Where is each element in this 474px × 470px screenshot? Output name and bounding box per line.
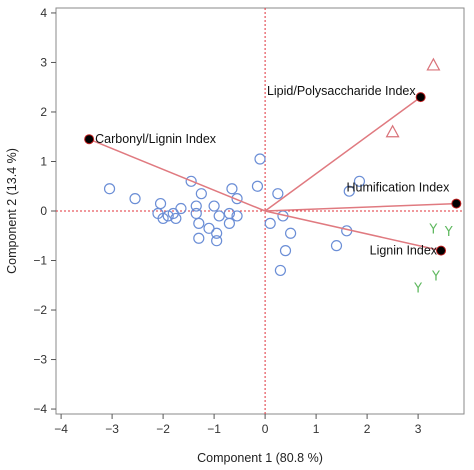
loading-vector-label: Lipid/Polysaccharide Index (267, 84, 416, 98)
loading-vector-line (264, 96, 422, 212)
score-point-circle (193, 232, 205, 244)
score-point-triangle (426, 57, 441, 71)
x-tick-label: 0 (262, 422, 269, 436)
x-tick-label: 2 (364, 422, 371, 436)
score-point-y: Y (428, 222, 437, 237)
score-point-circle (251, 180, 264, 192)
y-tick-label: 3 (40, 55, 47, 69)
score-point-circle (195, 188, 207, 200)
x-tick-label: 3 (415, 422, 422, 436)
score-point-circle (231, 193, 243, 205)
score-point-circle (129, 193, 141, 205)
score-point-circle (157, 212, 169, 225)
score-point-circle (343, 185, 355, 197)
score-point-circle (272, 188, 284, 200)
score-point-triangle (385, 124, 400, 138)
loading-vector-label: Carbonyl/Lignin Index (95, 132, 217, 146)
score-point-circle (193, 217, 205, 229)
score-point-circle (175, 202, 187, 215)
score-point-circle (264, 217, 276, 229)
score-point-circle (208, 200, 220, 212)
x-tick-label: −4 (54, 422, 68, 436)
score-point-circle (203, 222, 215, 234)
score-point-circle (353, 175, 366, 187)
x-tick-label: −1 (207, 422, 221, 436)
loading-vector-point (436, 245, 447, 256)
y-tick-label: 2 (40, 105, 47, 119)
score-point-circle (185, 175, 197, 187)
loading-vector-point (451, 198, 462, 209)
x-tick-label: −3 (105, 422, 119, 436)
score-point-circle (279, 245, 292, 257)
score-point-circle (254, 153, 266, 165)
y-tick-label: 4 (40, 6, 47, 20)
y-tick-label: 0 (40, 204, 47, 218)
score-point-circle (103, 183, 116, 195)
loading-vector-point (84, 134, 95, 145)
score-point-circle (213, 210, 225, 222)
loading-vector-label: Humification Index (347, 181, 451, 195)
axes-layer: −4 −3 −2 −1 0 1 2 3 −4 −3 −2 −1 0 1 2 3 4 (33, 6, 465, 436)
score-point-circle (190, 200, 202, 212)
score-point-circle (231, 210, 243, 222)
score-point-y: Y (413, 282, 422, 297)
x-axis-title: Component 1 (80.8 %) (197, 451, 323, 465)
x-tick-label: −2 (156, 422, 170, 436)
x-tick-label: 1 (313, 422, 320, 436)
loading-vector-point (415, 92, 426, 103)
loading-vector-line (264, 210, 442, 252)
score-point-circle (226, 183, 238, 195)
score-point-circle (162, 210, 174, 222)
score-point-y: Y (444, 225, 453, 240)
score-points: Y YYY (103, 57, 453, 297)
y-tick-label: 1 (40, 154, 47, 168)
y-tick-label: −2 (33, 303, 47, 317)
score-point-circle (154, 197, 167, 210)
score-point-circle (211, 227, 223, 239)
score-point-circle (170, 212, 182, 225)
y-tick-label: −4 (33, 402, 47, 416)
origin-lines (56, 8, 464, 414)
score-point-circle (330, 240, 343, 252)
score-point-circle (274, 264, 286, 277)
score-point-circle (285, 227, 297, 239)
score-point-circle (211, 235, 223, 247)
y-tick-label: −1 (33, 254, 47, 268)
loading-vector-line (265, 202, 457, 212)
y-axis-title: Component 2 (13.4 %) (5, 148, 19, 274)
loading-vectors: Lipid/Polysaccharide Index Carbonyl/Ligni… (84, 84, 462, 258)
score-point-circle (223, 217, 235, 229)
score-point-y: Y (431, 269, 440, 284)
loading-vector-line (88, 138, 266, 212)
y-tick-label: −3 (33, 353, 47, 367)
loading-vector-label: Lignin Index (370, 244, 438, 258)
